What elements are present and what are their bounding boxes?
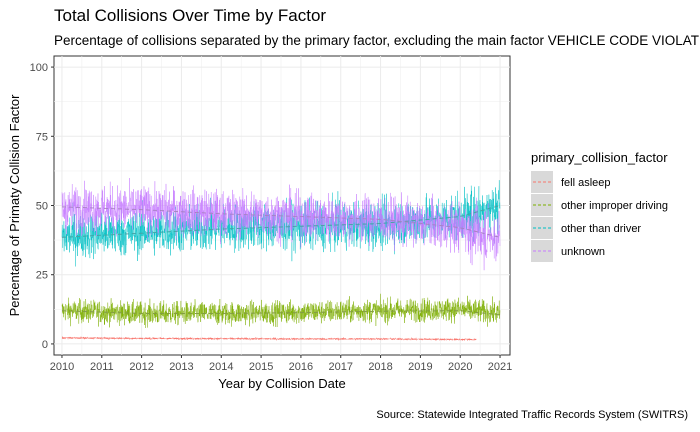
y-tick-label: 25 bbox=[36, 270, 48, 282]
y-tick-label: 0 bbox=[42, 339, 48, 351]
x-tick-label: 2021 bbox=[488, 361, 512, 373]
chart-title: Total Collisions Over Time by Factor bbox=[54, 6, 327, 25]
trend-lines bbox=[61, 205, 501, 340]
series-line bbox=[61, 336, 477, 342]
x-tick-label: 2015 bbox=[249, 361, 273, 373]
x-axis-title: Year by Collision Date bbox=[218, 376, 345, 391]
chart-subtitle: Percentage of collisions separated by th… bbox=[54, 33, 700, 48]
x-tick-label: 2012 bbox=[129, 361, 153, 373]
x-tick-label: 2018 bbox=[368, 361, 392, 373]
legend: primary_collision_factor fell asleep othe… bbox=[531, 150, 668, 262]
x-tick-label: 2011 bbox=[90, 361, 114, 373]
y-axis-title: Percentage of Primaty Collision Factor bbox=[7, 94, 22, 316]
series-line bbox=[61, 177, 501, 271]
trend-line-shadow bbox=[61, 205, 501, 238]
legend-label: fell asleep bbox=[561, 177, 611, 189]
x-tick-label: 2013 bbox=[169, 361, 193, 373]
axes: 0 25 50 75 100 2010 2011 2012 2013 2014 2015 2016 20… bbox=[30, 62, 513, 373]
legend-key bbox=[531, 240, 553, 262]
legend-key bbox=[531, 171, 553, 193]
x-tick-label: 2020 bbox=[448, 361, 472, 373]
trend-line bbox=[61, 337, 477, 340]
series-line bbox=[61, 293, 501, 329]
y-tick-label: 75 bbox=[36, 131, 48, 143]
trend-line-shadow bbox=[61, 206, 501, 238]
legend-label: other improper driving bbox=[561, 200, 668, 212]
legend-key bbox=[531, 217, 553, 239]
series-lines bbox=[61, 177, 501, 342]
chart-caption: Source: Statewide Integrated Traffic Rec… bbox=[376, 409, 688, 421]
y-tick-label: 50 bbox=[36, 201, 48, 213]
x-tick-label: 2019 bbox=[408, 361, 432, 373]
legend-key bbox=[531, 194, 553, 216]
x-tick-label: 2014 bbox=[209, 361, 233, 373]
legend-label: unknown bbox=[561, 246, 605, 258]
legend-label: other than driver bbox=[561, 223, 641, 235]
legend-title: primary_collision_factor bbox=[531, 150, 668, 165]
x-tick-label: 2016 bbox=[289, 361, 313, 373]
y-tick-label: 100 bbox=[30, 62, 48, 74]
x-tick-label: 2010 bbox=[50, 361, 74, 373]
trend-line-shadow bbox=[61, 310, 501, 316]
x-tick-label: 2017 bbox=[329, 361, 353, 373]
